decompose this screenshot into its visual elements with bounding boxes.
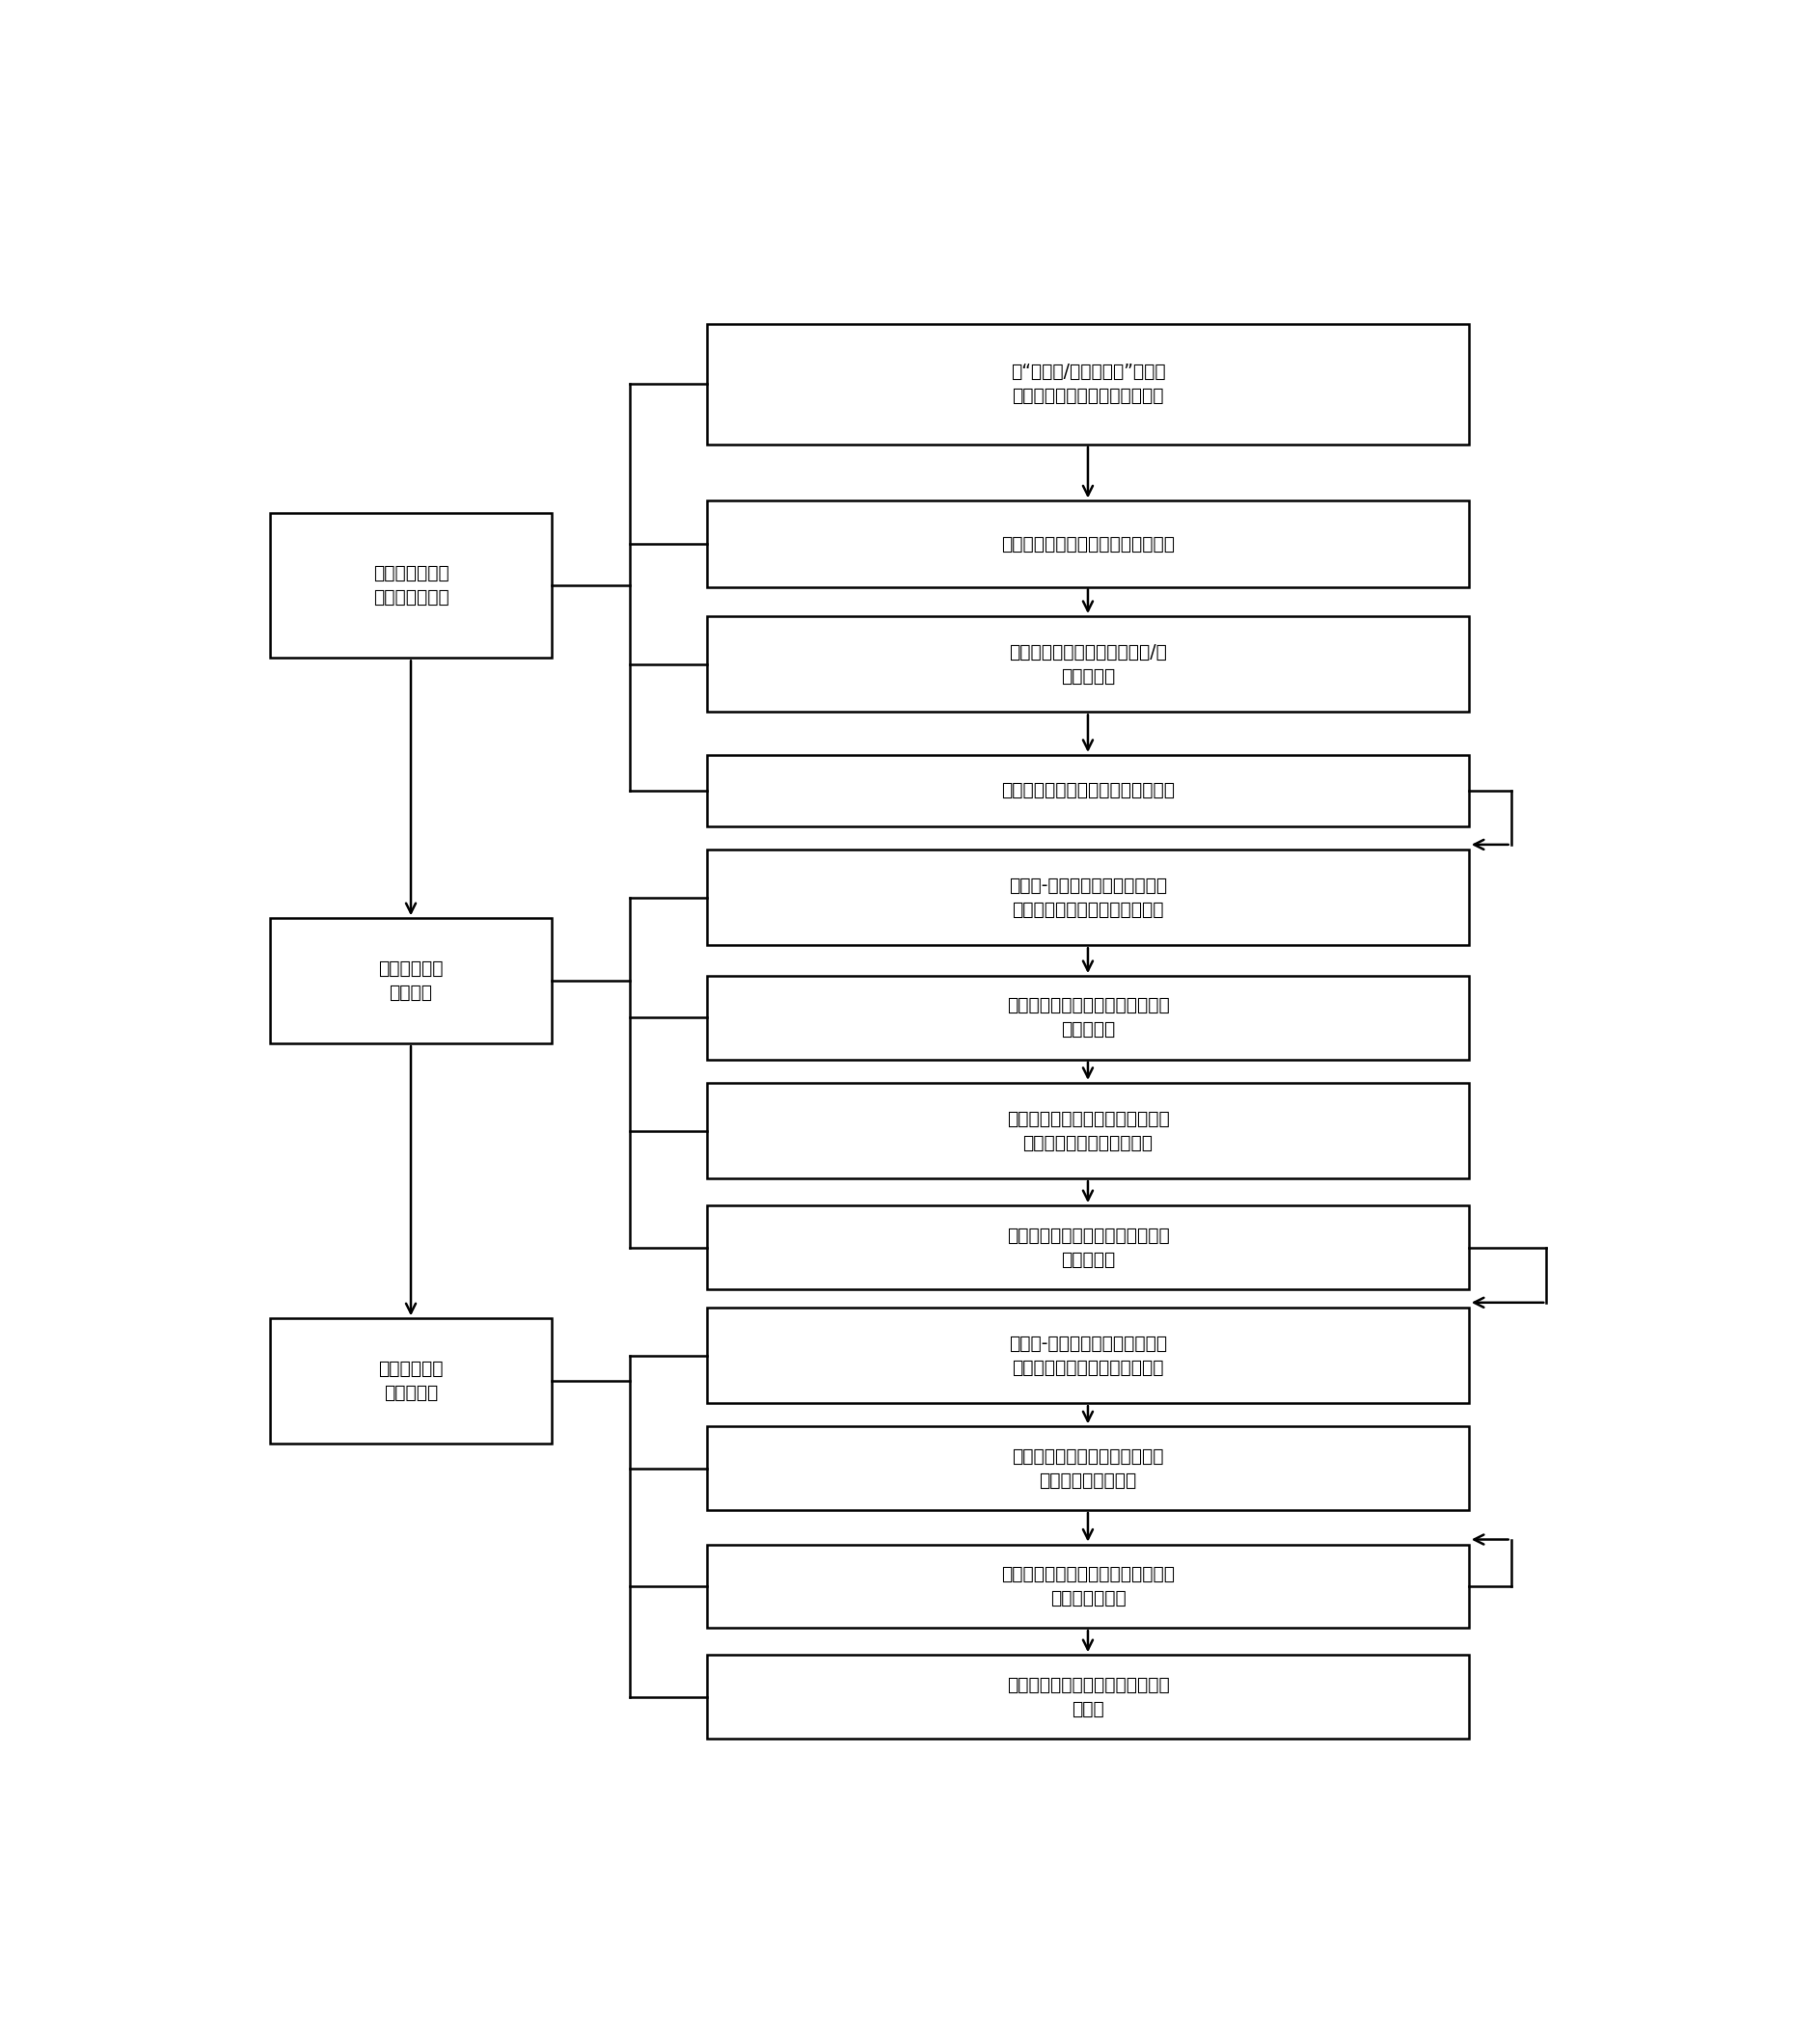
FancyBboxPatch shape [269, 1318, 551, 1444]
Text: 判断各子系统是否为马尔可夫过程？: 判断各子系统是否为马尔可夫过程？ [1001, 535, 1174, 553]
FancyBboxPatch shape [708, 616, 1469, 713]
FancyBboxPatch shape [708, 1205, 1469, 1290]
Text: 将“兑铁包/受铁罐共用”界面模
式整个排队系统分解为三个子系: 将“兑铁包/受铁罐共用”界面模 式整个排队系统分解为三个子系 [1010, 362, 1165, 405]
Text: 子系统建模及
仿真优化: 子系统建模及 仿真优化 [379, 960, 444, 1002]
Text: 比较仿真结果，提出整个系统的优
化方案: 比较仿真结果，提出整个系统的优 化方案 [1006, 1675, 1168, 1717]
FancyBboxPatch shape [708, 850, 1469, 946]
FancyBboxPatch shape [708, 755, 1469, 826]
Text: 确定各子系统各项参数组成的预选
优化参数组合，并进行仿真: 确定各子系统各项参数组成的预选 优化参数组合，并进行仿真 [1006, 1110, 1168, 1152]
Text: 确定预选优化方案和寻优算法，并输
入模型进行仿真: 确定预选优化方案和寻优算法，并输 入模型进行仿真 [1001, 1565, 1174, 1608]
Text: 整个系统建模
及仿真优化: 整个系统建模 及仿真优化 [379, 1361, 444, 1403]
Text: 子系统参数敏感性分析及仿真模型
验证与修正: 子系统参数敏感性分析及仿真模型 验证与修正 [1006, 996, 1168, 1039]
FancyBboxPatch shape [708, 324, 1469, 443]
Text: 方法选择：嵌入马尔可夫链法/矩
阵几何解法: 方法选择：嵌入马尔可夫链法/矩 阵几何解法 [1008, 642, 1167, 684]
FancyBboxPatch shape [708, 500, 1469, 587]
FancyBboxPatch shape [708, 1545, 1469, 1628]
FancyBboxPatch shape [708, 1426, 1469, 1511]
Text: 比较仿真结果，确定各子系统的优
化设计参数: 比较仿真结果，确定各子系统的优 化设计参数 [1006, 1225, 1168, 1268]
FancyBboxPatch shape [269, 512, 551, 658]
Text: 系统分解及子系
统性能指标分析: 系统分解及子系 统性能指标分析 [373, 565, 450, 608]
FancyBboxPatch shape [708, 1654, 1469, 1737]
FancyBboxPatch shape [269, 917, 551, 1043]
Text: 导出整个系统及各子系统的性能指标: 导出整个系统及各子系统的性能指标 [1001, 782, 1174, 800]
Text: 系统参数敏感性分析及仿真模型
验证与重要参数修正: 系统参数敏感性分析及仿真模型 验证与重要参数修正 [1012, 1448, 1163, 1490]
FancyBboxPatch shape [708, 1083, 1469, 1179]
FancyBboxPatch shape [708, 1308, 1469, 1403]
Text: 以时间-事件混合步长法建立各子
系统的仿真模型和运行费用函数: 以时间-事件混合步长法建立各子 系统的仿真模型和运行费用函数 [1008, 877, 1167, 919]
FancyBboxPatch shape [708, 976, 1469, 1059]
Text: 以时间-事件混合步长法建立整个
系统的仿真模型和总运行费用函: 以时间-事件混合步长法建立整个 系统的仿真模型和总运行费用函 [1008, 1334, 1167, 1377]
